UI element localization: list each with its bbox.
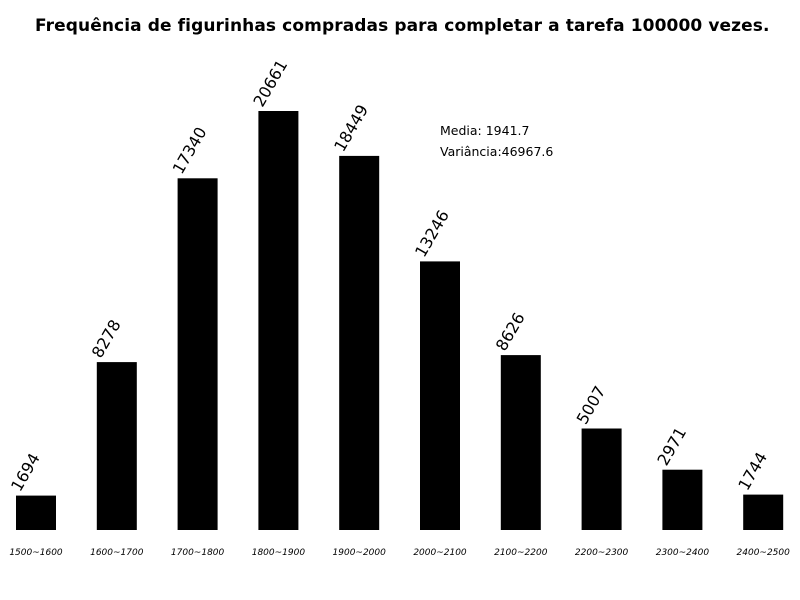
value-label-2200~2300: 5007 [573, 383, 610, 428]
x-tick-1800~1900: 1800~1900 [252, 548, 306, 558]
x-tick-1600~1700: 1600~1700 [90, 548, 144, 558]
stat-variancia: Variância:46967.6 [440, 144, 553, 159]
bar-2000~2100 [420, 261, 460, 530]
bar-2100~2200 [500, 355, 541, 530]
bar-2200~2300 [581, 428, 622, 530]
value-label-2400~2500: 1744 [734, 449, 771, 494]
x-tick-2300~2400: 2300~2400 [656, 548, 710, 558]
bar-1500~1600 [16, 495, 56, 530]
bar-1800~1900 [258, 111, 299, 530]
bar-2300~2400 [662, 469, 703, 530]
bar-1600~1700 [96, 362, 137, 530]
x-tick-labels: 1500~1600 1600~1700 1700~1800 1800~1900 1900… [9, 548, 790, 558]
x-tick-1700~1800: 1700~1800 [171, 548, 225, 558]
value-label-2000~2100: 13246 [411, 207, 453, 261]
bar-1900~2000 [339, 155, 380, 530]
chart-title: Frequência de figurinhas compradas para … [35, 16, 770, 36]
x-tick-1500~1600: 1500~1600 [9, 548, 63, 558]
value-label-1500~1600: 1694 [7, 450, 44, 495]
value-label-1900~2000: 18449 [330, 101, 372, 155]
bar-2400~2500 [743, 494, 784, 530]
value-label-2100~2200: 8626 [492, 309, 529, 354]
value-label-1700~1800: 17340 [169, 124, 211, 178]
x-tick-1900~2000: 1900~2000 [333, 548, 387, 558]
x-tick-2000~2100: 2000~2100 [413, 548, 467, 558]
bars-layer [16, 111, 784, 531]
x-tick-2400~2500: 2400~2500 [737, 548, 791, 558]
value-label-1800~1900: 20661 [249, 56, 291, 110]
x-tick-2100~2200: 2100~2200 [494, 548, 548, 558]
x-tick-2200~2300: 2200~2300 [575, 548, 629, 558]
value-label-1600~1700: 8278 [88, 316, 125, 361]
value-label-2300~2400: 2971 [653, 424, 690, 469]
bar-1700~1800 [177, 178, 218, 531]
stat-media: Media: 1941.7 [440, 123, 529, 138]
